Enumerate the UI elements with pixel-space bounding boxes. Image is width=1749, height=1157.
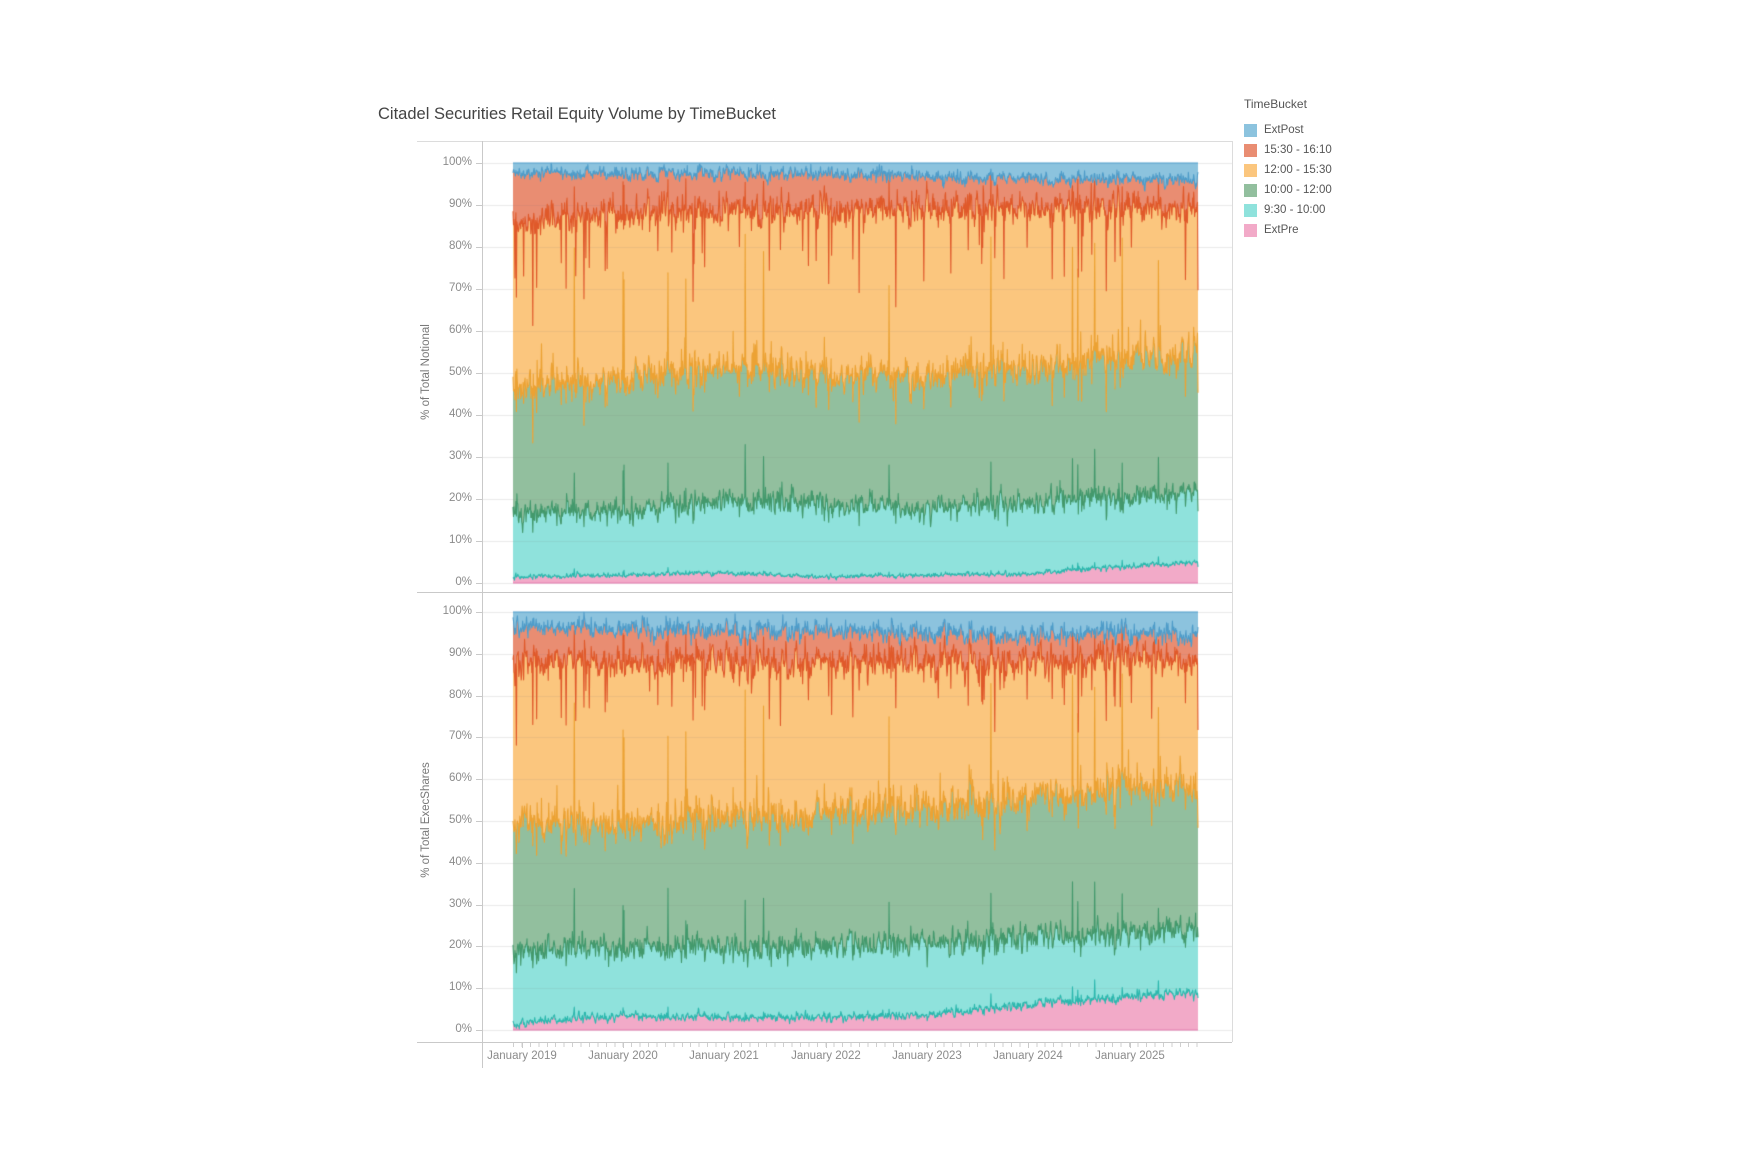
y-tick-mark [476, 863, 482, 864]
y-tick-mark [476, 654, 482, 655]
legend-swatch-extpre-icon [1244, 223, 1257, 237]
y-tick-mark [476, 289, 482, 290]
legend-label: 12:00 - 15:30 [1264, 164, 1332, 176]
chart-title: Citadel Securities Retail Equity Volume … [378, 105, 777, 123]
legend-swatch-extpost-icon [1244, 123, 1257, 137]
y-tick-label: 50% [448, 814, 472, 826]
y-tick-label: 20% [448, 939, 472, 952]
y-tick-label: 20% [448, 492, 472, 504]
x-tick-mark [623, 1043, 624, 1048]
y-tick-label: 10% [448, 534, 472, 546]
legend-label: ExtPre [1264, 224, 1299, 236]
y-tick-mark [476, 905, 482, 906]
y-tick-label: 70% [448, 730, 472, 743]
y-tick-mark [476, 1030, 482, 1031]
y-tick-mark [476, 696, 482, 697]
y-tick-mark [476, 583, 482, 584]
y-tick-mark [476, 415, 482, 416]
legend-swatch-1530-1610-icon [1244, 143, 1257, 157]
legend-item-1000-1200[interactable]: 10:00 - 12:00 [1244, 180, 1332, 200]
legend-title: TimeBucket [1244, 97, 1307, 111]
x-tick-mark [1130, 1043, 1131, 1048]
y-tick-mark [476, 821, 482, 822]
y-tick-mark [476, 737, 482, 738]
stacked-area-chart-execshares[interactable] [482, 592, 1232, 1042]
x-tick-label: January 2023 [892, 1050, 962, 1062]
legend-label: 15:30 - 16:10 [1264, 144, 1332, 156]
pane-divider [417, 592, 1232, 593]
y-axis-line [482, 141, 483, 1068]
x-tick-label: January 2021 [689, 1050, 759, 1062]
pane-top-border [417, 141, 1232, 142]
x-tick-mark [927, 1043, 928, 1048]
x-tick-label: January 2019 [487, 1050, 557, 1062]
legend-item-0930-1000[interactable]: 9:30 - 10:00 [1244, 200, 1332, 220]
x-tick-mark [1028, 1043, 1029, 1048]
pane-right-border [1232, 141, 1233, 1042]
x-tick-label: January 2022 [791, 1050, 861, 1062]
y-tick-label: 30% [448, 450, 472, 462]
legend-item-extpost[interactable]: ExtPost [1244, 120, 1332, 140]
legend-label: 9:30 - 10:00 [1264, 204, 1326, 216]
y-tick-label: 90% [448, 198, 472, 210]
stacked-area-chart-notional[interactable] [482, 141, 1232, 592]
y-tick-mark [476, 331, 482, 332]
y-tick-mark [476, 612, 482, 613]
y-tick-label: 10% [448, 981, 472, 994]
x-tick-mark [522, 1043, 523, 1048]
y-tick-label: 60% [448, 324, 472, 336]
y-tick-label: 0% [455, 576, 472, 588]
legend-swatch-1000-1200-icon [1244, 183, 1257, 197]
y-tick-label: 0% [455, 1023, 472, 1035]
legend-item-1530-1610[interactable]: 15:30 - 16:10 [1244, 140, 1332, 160]
month-tick-marks [513, 1043, 1199, 1047]
y-tick-label: 90% [448, 646, 472, 659]
y-tick-mark [476, 988, 482, 989]
legend: TimeBucket ExtPost 15:30 - 16:10 12:00 -… [1244, 97, 1332, 240]
y-tick-label: 80% [448, 688, 472, 701]
legend-label: 10:00 - 12:00 [1264, 184, 1332, 196]
y-tick-mark [476, 779, 482, 780]
y-tick-label: 80% [448, 240, 472, 252]
y-tick-mark [476, 205, 482, 206]
legend-label: ExtPost [1264, 124, 1304, 136]
x-tick-label: January 2025 [1095, 1050, 1165, 1062]
y-tick-mark [476, 541, 482, 542]
y-tick-label: 100% [442, 605, 472, 617]
y-tick-mark [476, 457, 482, 458]
y-tick-mark [476, 499, 482, 500]
y-tick-label: 100% [442, 156, 472, 168]
y-tick-mark [476, 946, 482, 947]
legend-swatch-0930-1000-icon [1244, 203, 1257, 217]
y-tick-label: 40% [448, 408, 472, 420]
y-tick-mark [476, 163, 482, 164]
x-axis-line [417, 1042, 1232, 1043]
x-tick-label: January 2020 [588, 1050, 658, 1062]
y-tick-label: 50% [448, 366, 472, 378]
x-tick-label: January 2024 [993, 1050, 1063, 1062]
y-tick-label: 30% [448, 897, 472, 910]
y-tick-label: 70% [448, 282, 472, 294]
legend-item-extpre[interactable]: ExtPre [1244, 220, 1332, 240]
y-tick-label: 40% [448, 855, 472, 868]
legend-item-1200-1530[interactable]: 12:00 - 15:30 [1244, 160, 1332, 180]
legend-swatch-1200-1530-icon [1244, 163, 1257, 177]
x-tick-mark [826, 1043, 827, 1048]
y-tick-label: 60% [448, 772, 472, 785]
x-tick-mark [724, 1043, 725, 1048]
y-tick-mark [476, 247, 482, 248]
y-tick-mark [476, 373, 482, 374]
